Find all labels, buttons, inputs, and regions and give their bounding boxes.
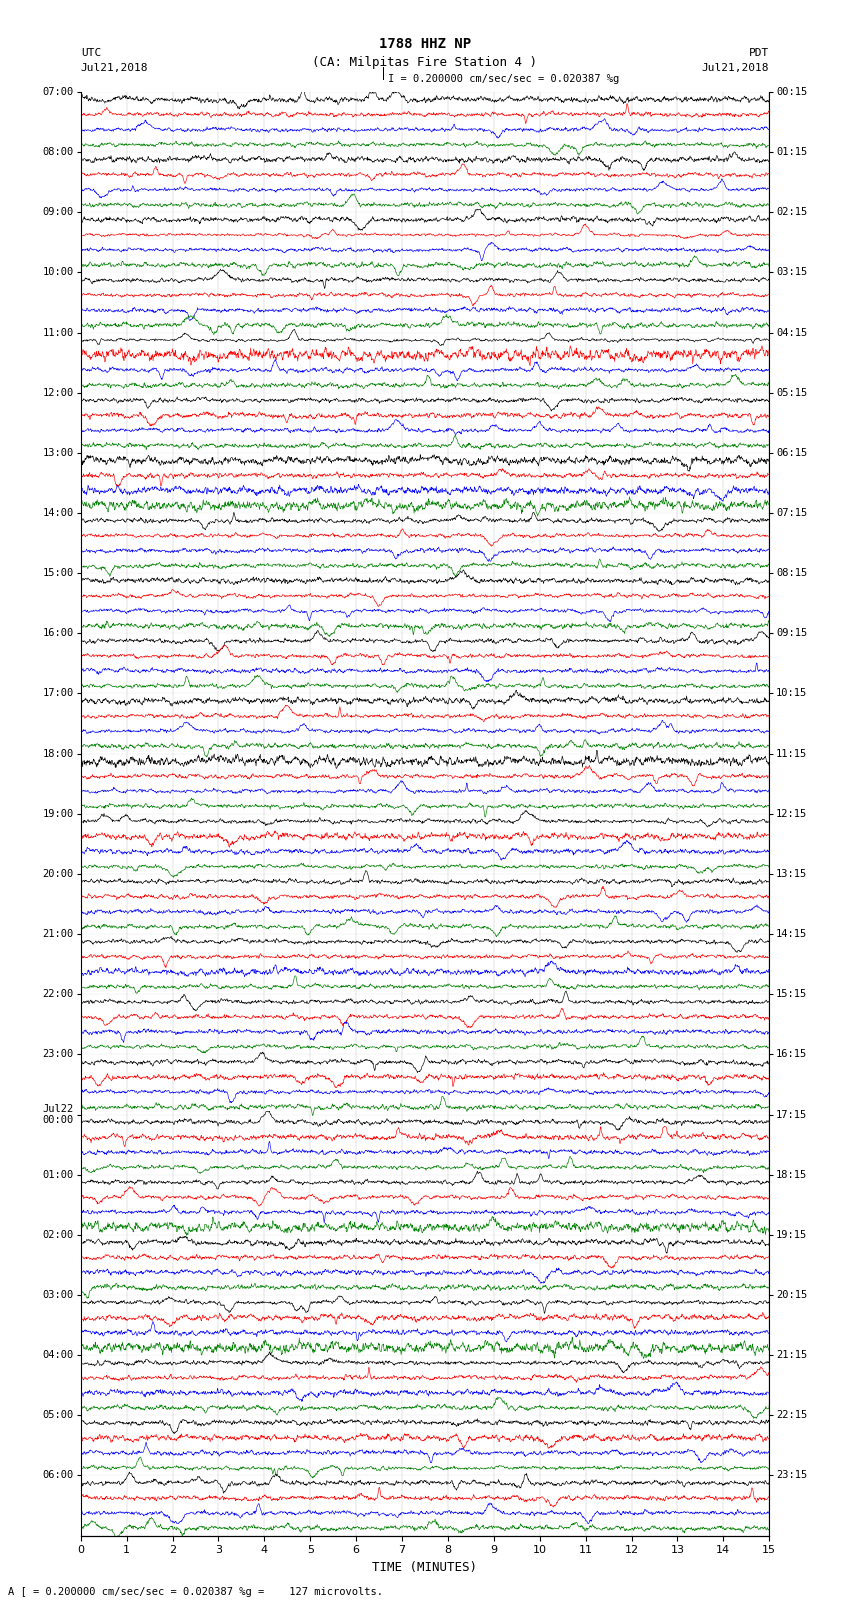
Text: A [ = 0.200000 cm/sec/sec = 0.020387 %g =    127 microvolts.: A [ = 0.200000 cm/sec/sec = 0.020387 %g …	[8, 1587, 383, 1597]
Text: Jul21,2018: Jul21,2018	[81, 63, 148, 73]
Text: Jul21,2018: Jul21,2018	[702, 63, 769, 73]
Text: UTC: UTC	[81, 48, 101, 58]
Text: I = 0.200000 cm/sec/sec = 0.020387 %g: I = 0.200000 cm/sec/sec = 0.020387 %g	[388, 74, 619, 84]
X-axis label: TIME (MINUTES): TIME (MINUTES)	[372, 1561, 478, 1574]
Text: (CA: Milpitas Fire Station 4 ): (CA: Milpitas Fire Station 4 )	[313, 56, 537, 69]
Text: PDT: PDT	[749, 48, 769, 58]
Text: 1788 HHZ NP: 1788 HHZ NP	[379, 37, 471, 52]
